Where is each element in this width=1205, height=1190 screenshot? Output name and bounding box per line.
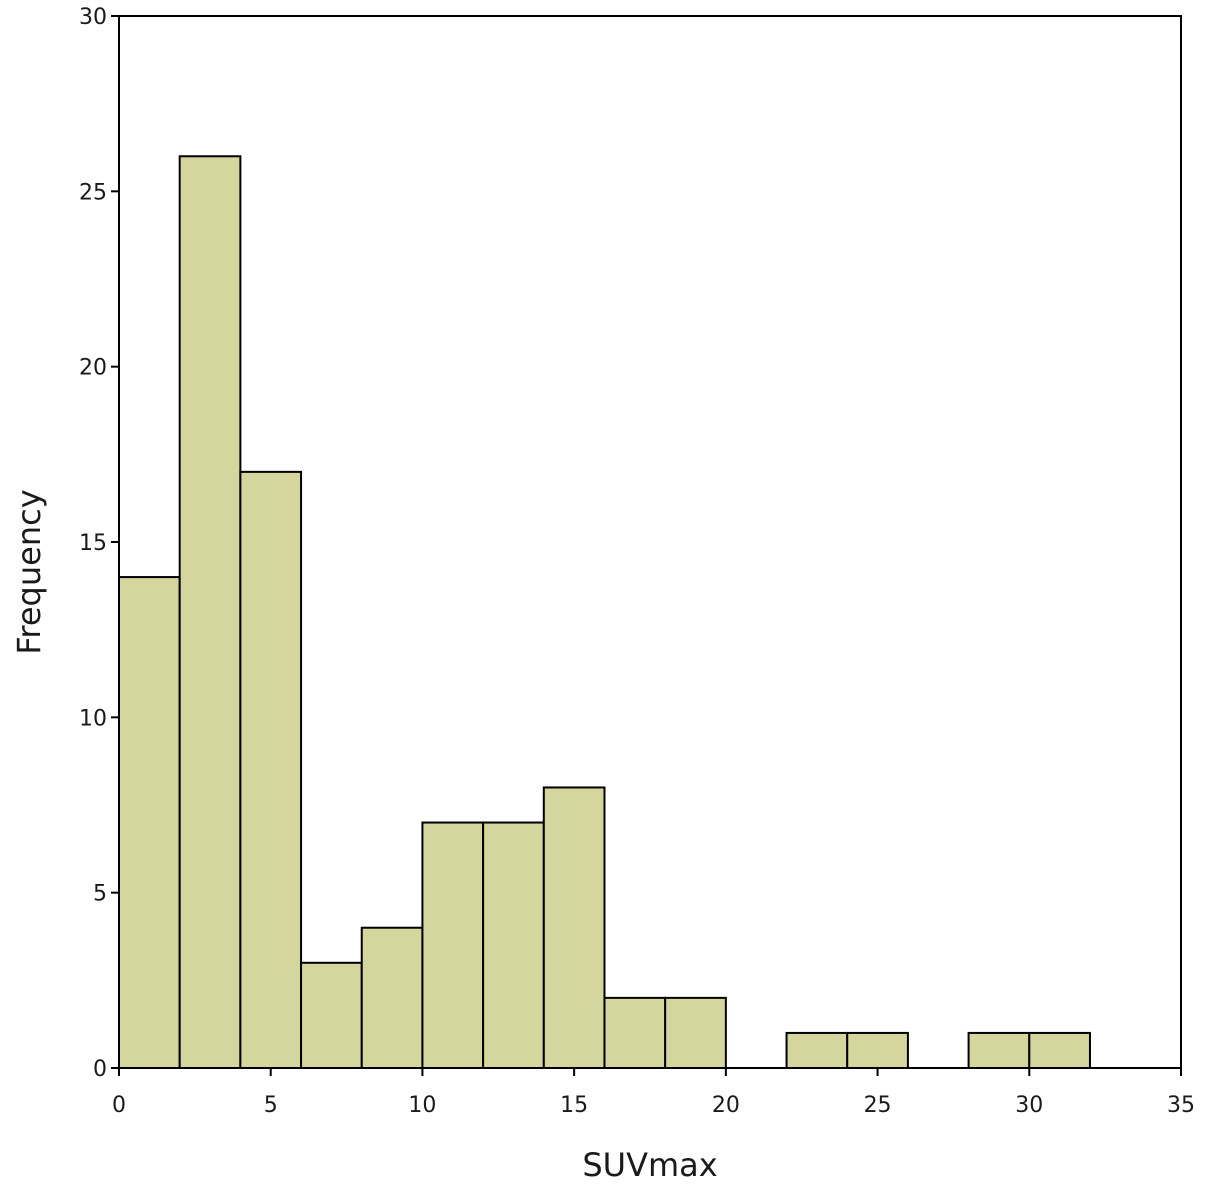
histogram-bar xyxy=(1028,1031,1091,1070)
histogram-bar xyxy=(421,821,485,1069)
x-axis-ticks: 0 5 10 15 20 25 30 35 xyxy=(112,1068,1195,1118)
y-tick-label: 5 xyxy=(93,882,107,907)
x-tick-label: 15 xyxy=(560,1093,588,1118)
x-tick-label: 20 xyxy=(712,1093,740,1118)
x-tick-label: 0 xyxy=(112,1093,126,1118)
y-tick-label: 15 xyxy=(79,531,107,556)
histogram-bars xyxy=(118,155,1091,1070)
x-tick-label: 30 xyxy=(1015,1093,1043,1118)
histogram-bar xyxy=(664,996,727,1069)
y-axis-ticks: 0 5 10 15 20 25 30 xyxy=(79,5,119,1082)
y-tick-label: 20 xyxy=(79,356,107,381)
histogram-bar xyxy=(542,786,606,1069)
x-axis-label: SUVmax xyxy=(582,1146,717,1184)
y-tick-label: 0 xyxy=(93,1057,107,1082)
histogram-bar xyxy=(300,961,363,1069)
histogram-bar xyxy=(239,470,303,1070)
histogram-bar xyxy=(360,926,424,1069)
y-tick-label: 10 xyxy=(79,706,107,731)
x-tick-label: 5 xyxy=(264,1093,278,1118)
histogram-bar xyxy=(603,996,667,1069)
x-tick-label: 35 xyxy=(1167,1093,1195,1118)
histogram-bar xyxy=(178,155,242,1069)
histogram-bar xyxy=(118,576,181,1069)
x-tick-label: 10 xyxy=(408,1093,436,1118)
histogram-bar xyxy=(482,821,545,1069)
histogram-bar xyxy=(785,1031,849,1070)
histogram-bar xyxy=(846,1031,909,1070)
histogram-bar xyxy=(967,1031,1031,1070)
y-tick-label: 25 xyxy=(79,180,107,205)
x-tick-label: 25 xyxy=(864,1093,892,1118)
y-axis-label: Frequency xyxy=(10,489,48,654)
y-tick-label: 30 xyxy=(79,5,107,30)
